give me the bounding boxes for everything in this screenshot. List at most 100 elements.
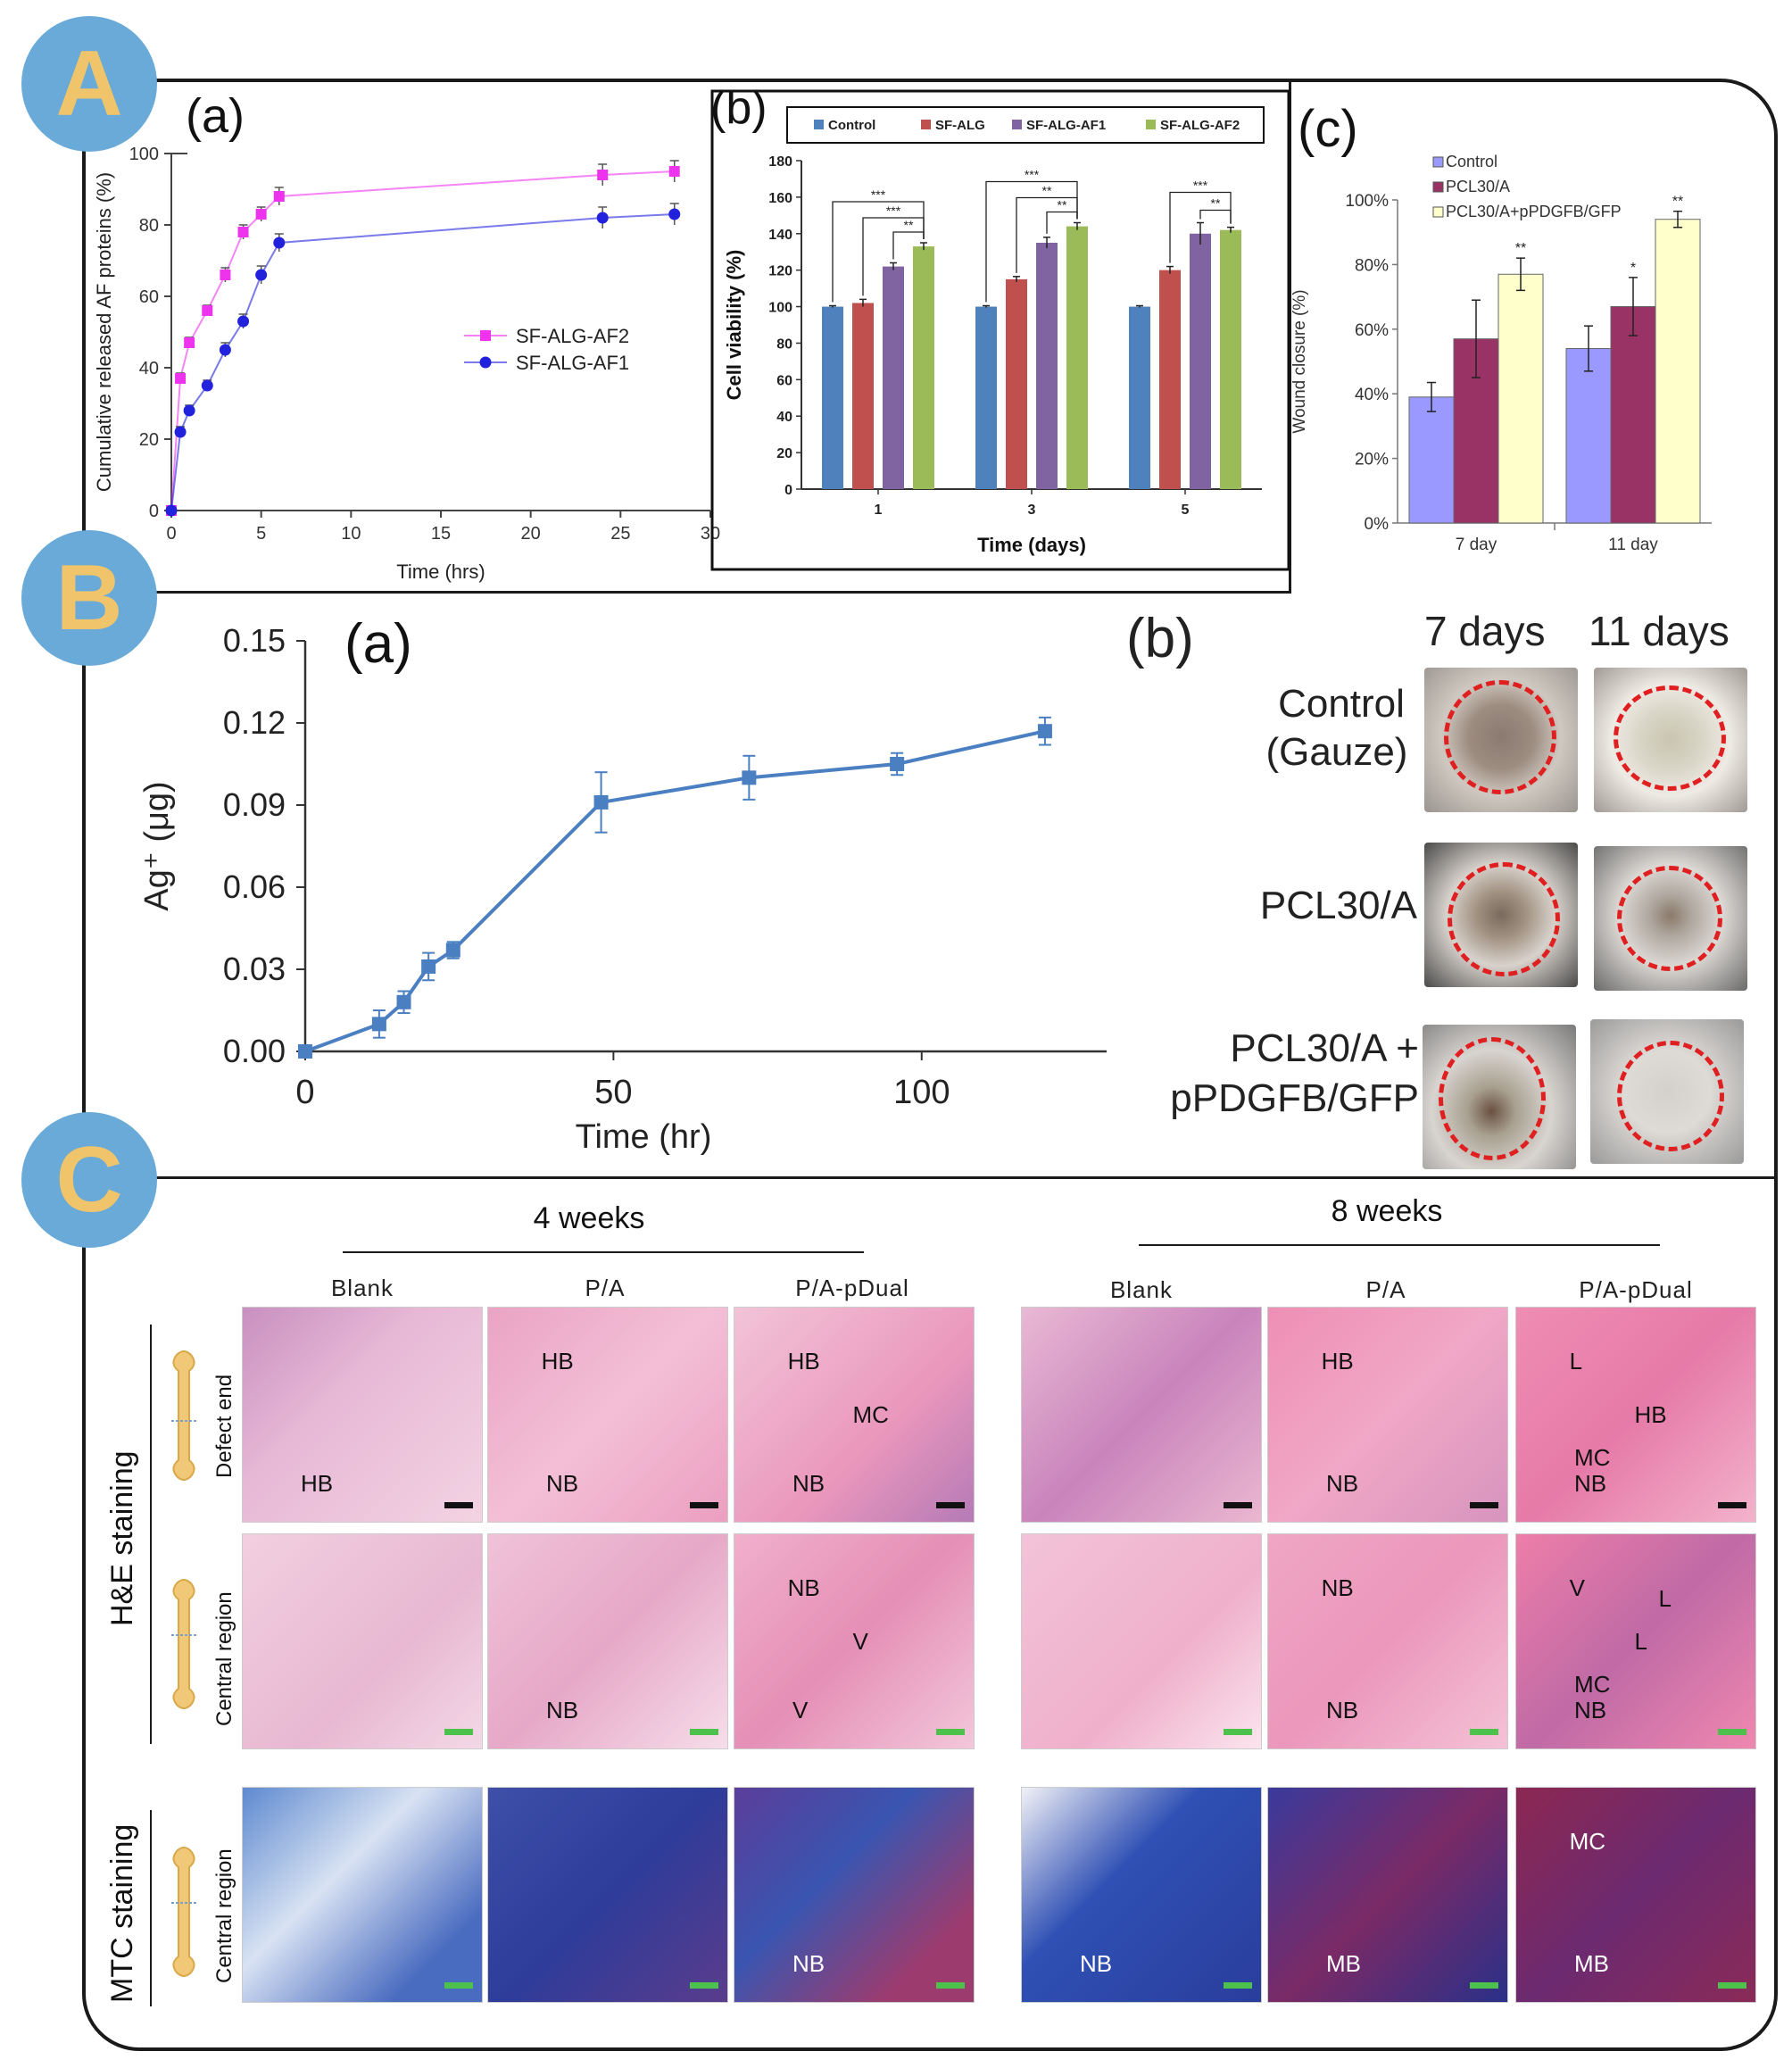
data-point <box>1037 724 1052 739</box>
data-point <box>596 212 609 224</box>
scale-bar <box>444 1502 473 1508</box>
y-tick-label: 100 <box>129 145 159 164</box>
legend-swatch <box>814 120 824 129</box>
panel-label: (c) <box>1298 100 1358 158</box>
y-tick-label: 80% <box>1355 256 1389 275</box>
figure-frame <box>82 79 1778 2051</box>
legend-label: Control <box>828 118 875 133</box>
bone-icon <box>171 1847 196 1977</box>
data-point <box>237 315 250 328</box>
scale-bar <box>1470 1982 1498 1989</box>
significance-label: ** <box>904 218 914 232</box>
tissue-label: NB <box>1326 1697 1359 1724</box>
y-tick-label: 40% <box>1355 386 1389 404</box>
wound-row-label: PCL30/A <box>1259 884 1417 927</box>
y-tick-label: 160 <box>768 191 792 206</box>
scale-bar <box>1224 1502 1252 1508</box>
divider-bc-left <box>1289 82 1291 91</box>
x-tick-label: 15 <box>431 524 451 544</box>
x-tick-label: 11 day <box>1608 536 1658 554</box>
histology-image: NB HB <box>1267 1307 1508 1523</box>
legend-marker <box>479 356 492 369</box>
scale-bar <box>936 1982 965 1989</box>
scale-bar <box>1718 1502 1746 1508</box>
group-8-weeks: 8 weeks <box>1331 1194 1443 1228</box>
x-tick-label: 100 <box>893 1074 950 1111</box>
histology-image: NB NB <box>1267 1533 1508 1749</box>
y-tick-label: 40 <box>776 410 792 425</box>
y-tick-label: 0.06 <box>223 868 286 905</box>
series-line <box>170 213 675 511</box>
tissue-label: NB <box>792 1470 825 1498</box>
y-tick-label: 0% <box>1365 515 1390 534</box>
legend-swatch <box>1432 156 1444 168</box>
histology-image <box>1021 1307 1262 1523</box>
significance-label: *** <box>1025 168 1040 182</box>
bar <box>1610 305 1656 524</box>
y-tick-label: 120 <box>768 264 792 279</box>
legend-label: PCL30/A+pPDGFB/GFP <box>1446 203 1622 220</box>
significance-label: ** <box>1058 198 1067 212</box>
data-point <box>201 379 213 392</box>
row-central-region: Central region <box>212 1591 236 1726</box>
tissue-label: MC <box>1574 1671 1611 1698</box>
bar <box>1066 226 1088 489</box>
legend-swatch <box>1432 206 1444 218</box>
significance-bracket <box>1046 211 1078 234</box>
scale-bar <box>444 1729 473 1735</box>
tissue-label: HB <box>787 1347 820 1375</box>
y-tick-label: 60 <box>776 373 792 388</box>
histology-image: NB HB <box>487 1307 728 1523</box>
data-point <box>237 227 249 237</box>
wound-panel-label: (b) <box>1126 608 1194 669</box>
scale-bar <box>690 1502 718 1508</box>
data-point <box>445 943 460 958</box>
y-tick-label: 0.03 <box>223 951 286 987</box>
tissue-label: MC <box>852 1401 889 1428</box>
data-point <box>174 426 187 438</box>
histology-image: NB V L MC L <box>1515 1533 1756 1749</box>
bar <box>913 246 934 489</box>
x-tick-label: 5 <box>1182 502 1190 518</box>
significance-bracket <box>1169 191 1232 263</box>
col-head-padual-4w: P/A-pDual <box>795 1275 909 1301</box>
wound-row-label: pPDGFB/GFP <box>1170 1076 1419 1120</box>
legend-box <box>786 106 1265 144</box>
y-tick-label: 80 <box>776 336 792 352</box>
tissue-label: NB <box>546 1697 579 1724</box>
y-tick-label: 0 <box>149 502 159 521</box>
tissue-label: V <box>1569 1574 1585 1601</box>
tissue-label: HB <box>301 1470 334 1498</box>
legend-label: SF-ALG-AF1 <box>1026 118 1106 133</box>
bone-icon <box>171 1350 196 1481</box>
scale-bar <box>1718 1729 1746 1735</box>
panel-label: (b) <box>710 89 767 134</box>
x-tick-label: 0 <box>295 1074 314 1111</box>
data-point <box>202 305 213 316</box>
wound-photo <box>1424 668 1578 812</box>
bar <box>1129 306 1150 489</box>
y-tick-label: 60 <box>139 287 159 307</box>
chart-release: 0 20 40 60 80 100 0 5 10 15 20 25 30 Time (hrs) Cumula… <box>93 89 720 583</box>
scale-bar <box>1470 1729 1498 1735</box>
x-axis-label: Time (hr) <box>576 1118 712 1156</box>
scale-bar <box>1718 1982 1746 1989</box>
bar <box>883 266 904 489</box>
significance-bracket <box>832 201 925 303</box>
bar <box>1036 243 1058 489</box>
col-head-pa-8w: P/A <box>1365 1276 1406 1303</box>
x-tick-label: 7 day <box>1456 536 1497 554</box>
series-line <box>170 170 675 511</box>
legend-label: SF-ALG-AF2 <box>1160 118 1240 133</box>
x-tick-label: 0 <box>166 524 176 544</box>
legend-swatch <box>1432 181 1444 193</box>
legend-label: SF-ALG-AF1 <box>516 352 629 374</box>
bone-icon <box>171 1579 196 1709</box>
data-point <box>597 170 609 180</box>
data-point <box>273 237 286 249</box>
histology-image <box>487 1787 728 2003</box>
legend-swatch <box>1012 120 1022 129</box>
data-point <box>371 1017 386 1032</box>
legend-label: SF-ALG-AF2 <box>516 325 629 347</box>
legend-marker <box>480 330 491 341</box>
